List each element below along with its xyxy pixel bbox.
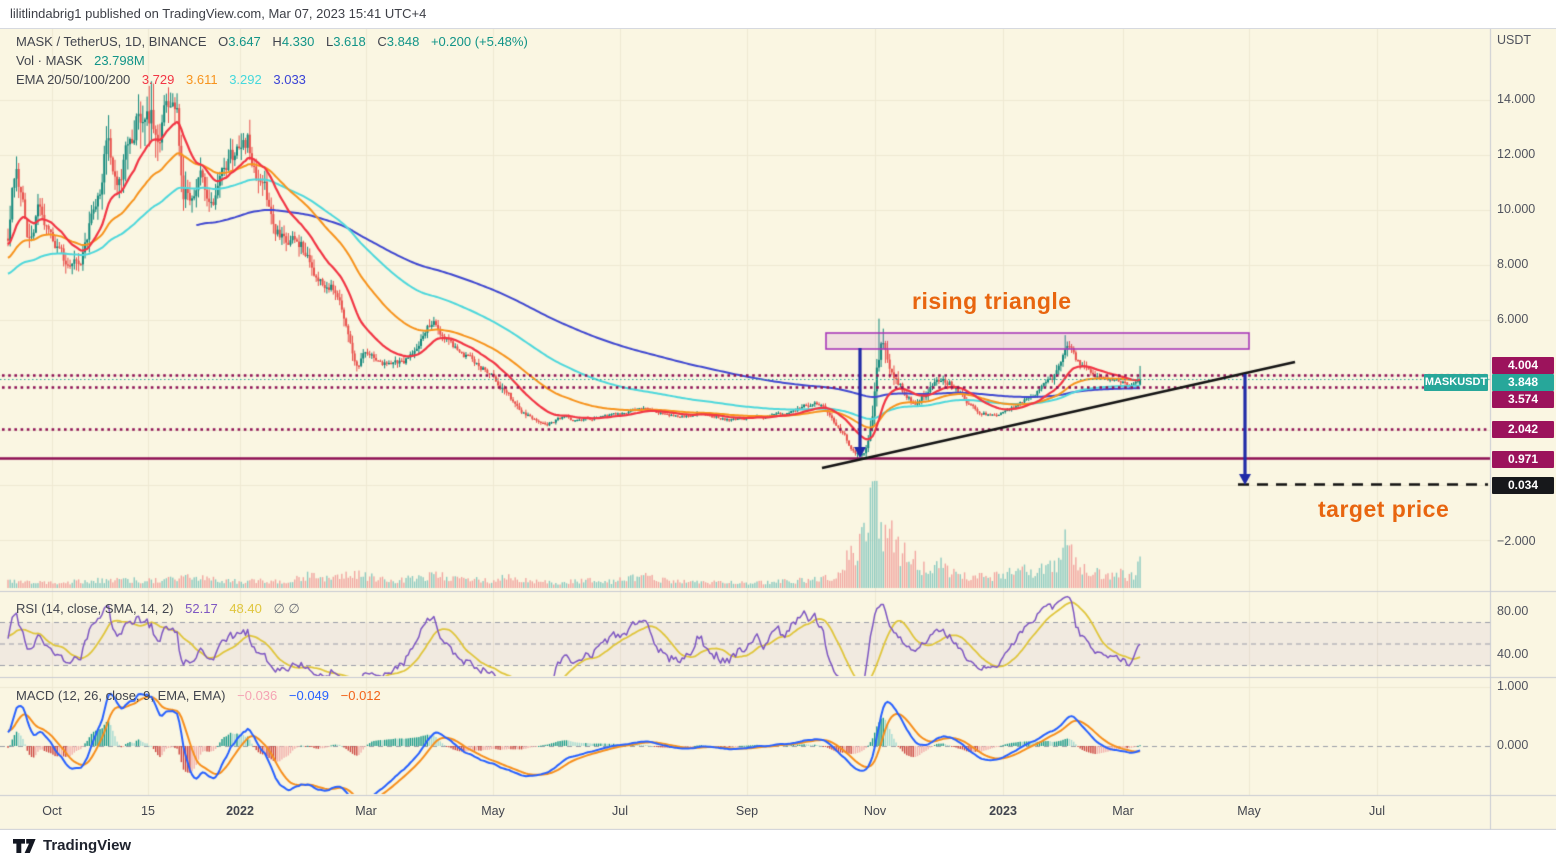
price-level-tag: 0.034 <box>1492 477 1554 494</box>
time-axis-label: Oct <box>42 804 62 818</box>
ema-label[interactable]: EMA 20/50/100/200 <box>16 72 131 87</box>
rsi-label[interactable]: RSI (14, close, SMA, 14, 2) <box>16 601 174 616</box>
publisher-bar: lilitlindabrig1 published on TradingView… <box>0 0 1556 29</box>
time-axis-label: 2022 <box>226 804 254 818</box>
axis-tick-label: 1.000 <box>1497 679 1529 693</box>
axis-tick-label: 80.00 <box>1497 604 1529 618</box>
symbol-row: MASK / TetherUS, 1D, BINANCE O3.647 H4.3… <box>16 33 528 50</box>
rsi-value: 52.17 <box>185 601 218 616</box>
axis-currency-label: USDT <box>1497 33 1532 47</box>
low-label: L <box>325 34 334 49</box>
volume-label[interactable]: Vol · MASK <box>16 53 83 68</box>
change-value: +0.200 (+5.48%) <box>430 34 528 49</box>
ema20-value: 3.729 <box>141 72 175 87</box>
time-axis-label: 15 <box>141 804 155 818</box>
macd-hist-value: −0.036 <box>237 688 278 703</box>
high-value: 4.330 <box>281 34 315 49</box>
ema-row: EMA 20/50/100/200 3.729 3.611 3.292 3.03… <box>16 71 528 88</box>
symbol-title[interactable]: MASK / TetherUS, 1D, BINANCE <box>16 34 207 49</box>
time-axis-label: May <box>481 804 505 818</box>
time-axis-label: Sep <box>735 804 759 818</box>
open-label: O <box>218 34 229 49</box>
rsi-sma-value: 48.40 <box>229 601 262 616</box>
price-level-tag: 2.042 <box>1492 421 1554 438</box>
rsi-hidden-values: ∅ ∅ <box>273 601 300 616</box>
volume-value: 23.798M <box>94 53 145 68</box>
macd-legend: MACD (12, 26, close, 9, EMA, EMA) −0.036… <box>16 688 381 703</box>
ema50-value: 3.611 <box>186 72 218 87</box>
axis-tick-label: 0.000 <box>1497 738 1529 752</box>
axis-tick-label: 12.000 <box>1497 147 1536 161</box>
axis-tick-label: 40.00 <box>1497 647 1529 661</box>
target-price-annotation: target price <box>1318 496 1450 522</box>
macd-label[interactable]: MACD (12, 26, close, 9, EMA, EMA) <box>16 688 226 703</box>
time-axis-label: Mar <box>1112 804 1134 818</box>
rsi-legend: RSI (14, close, SMA, 14, 2) 52.17 48.40 … <box>16 601 300 617</box>
ema200-value: 3.033 <box>273 72 306 87</box>
time-axis-label: Nov <box>863 804 887 818</box>
tradingview-brand-text[interactable]: TradingView <box>43 837 132 854</box>
ema100-value: 3.292 <box>229 72 262 87</box>
time-axis-label: Jul <box>1369 804 1385 818</box>
price-level-tag: 3.574 <box>1492 391 1554 408</box>
price-level-tag: 4.004 <box>1492 357 1554 374</box>
close-value: 3.848 <box>386 34 420 49</box>
publisher-text: lilitlindabrig1 published on TradingView… <box>10 6 427 21</box>
time-axis-label: May <box>1237 804 1261 818</box>
axis-tick-label: 6.000 <box>1497 312 1529 326</box>
price-level-tag: 0.971 <box>1492 451 1554 468</box>
axis-tick-label: 8.000 <box>1497 257 1529 271</box>
price-level-tag: 3.848 <box>1492 374 1554 391</box>
high-label: H <box>272 34 282 49</box>
macd-signal-value: −0.012 <box>340 688 381 703</box>
axis-tick-label: 10.000 <box>1497 202 1536 216</box>
macd-line-value: −0.049 <box>288 688 330 703</box>
tradingview-logo-icon[interactable] <box>13 838 36 853</box>
time-axis-label: Jul <box>612 804 628 818</box>
close-label: C <box>377 34 387 49</box>
rising-triangle-annotation: rising triangle <box>912 288 1072 314</box>
footer-bar: TradingView <box>0 830 1556 861</box>
axis-tick-label: 14.000 <box>1497 92 1536 106</box>
low-value: 3.618 <box>333 34 366 49</box>
open-value: 3.647 <box>228 34 261 49</box>
volume-row: Vol · MASK 23.798M <box>16 52 528 69</box>
axis-tick-label: −2.000 <box>1497 534 1536 548</box>
time-axis-label: Mar <box>355 804 377 818</box>
time-axis-label: 2023 <box>989 804 1017 818</box>
symbol-price-tag: MASKUSDT <box>1424 374 1488 391</box>
chart-legend: MASK / TetherUS, 1D, BINANCE O3.647 H4.3… <box>16 33 528 90</box>
